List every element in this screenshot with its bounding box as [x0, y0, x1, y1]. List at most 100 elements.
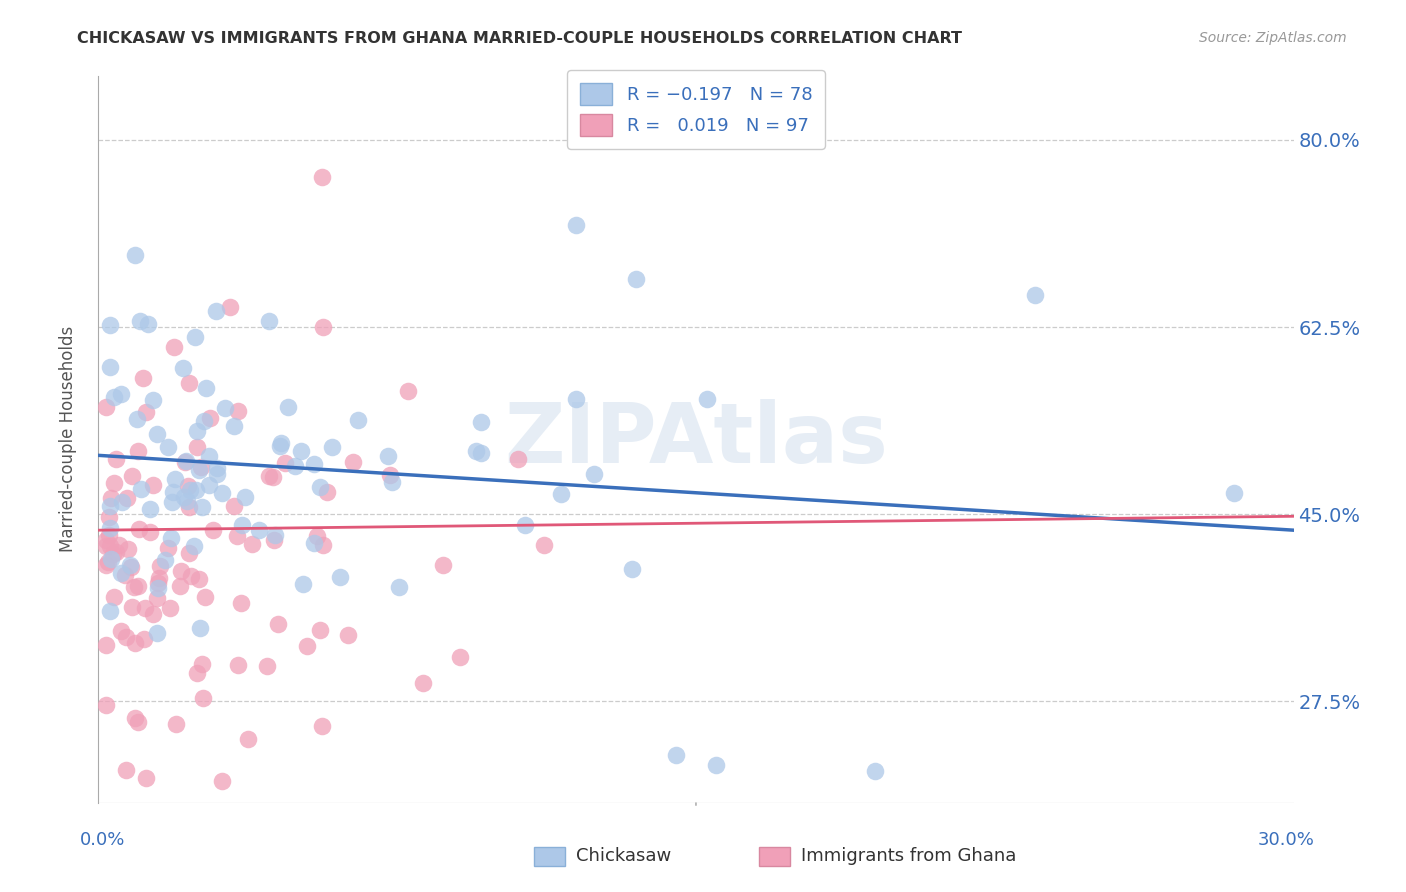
Point [98, 359, 122, 374]
Text: ZIPAtlas: ZIPAtlas [503, 399, 889, 480]
Point [177, 376, 200, 390]
Point [211, 486, 233, 500]
Point [188, 621, 211, 635]
Point [134, 632, 156, 646]
Point [378, 467, 401, 482]
Point [222, 419, 245, 434]
Point [198, 410, 221, 425]
Text: 0.0%: 0.0% [80, 831, 125, 849]
Text: Immigrants from Ghana: Immigrants from Ghana [801, 847, 1017, 865]
Point [470, 446, 492, 460]
Point [229, 596, 252, 610]
Point [127, 444, 149, 458]
Point [111, 494, 134, 508]
Point [626, 272, 648, 286]
Point [312, 538, 335, 552]
Point [302, 457, 325, 471]
Point [274, 456, 297, 470]
Point [565, 392, 588, 407]
Point [96, 558, 118, 572]
Point [226, 404, 249, 418]
Point [202, 523, 225, 537]
Point [312, 319, 335, 334]
Point [128, 522, 150, 536]
Point [139, 524, 162, 539]
Point [381, 475, 404, 490]
Text: 30.0%: 30.0% [1258, 831, 1315, 849]
Point [98, 539, 121, 553]
Point [115, 763, 138, 777]
Point [156, 440, 179, 454]
Point [127, 715, 149, 730]
Legend: R = −0.197   N = 78, R =   0.019   N = 97: R = −0.197 N = 78, R = 0.019 N = 97 [567, 70, 825, 149]
Point [388, 580, 411, 594]
Point [135, 771, 157, 785]
Point [262, 470, 284, 484]
Point [1024, 288, 1046, 302]
Point [98, 521, 122, 535]
Point [163, 472, 186, 486]
Point [464, 444, 486, 458]
Point [165, 716, 187, 731]
Point [110, 387, 132, 401]
Point [247, 524, 270, 538]
Point [696, 392, 718, 406]
Point [233, 491, 256, 505]
Point [183, 330, 205, 344]
Point [198, 478, 221, 492]
Point [176, 494, 198, 508]
Point [583, 467, 606, 481]
Point [132, 371, 155, 385]
Point [449, 649, 471, 664]
Point [550, 487, 572, 501]
Point [103, 390, 125, 404]
Point [194, 591, 217, 605]
Point [205, 467, 228, 481]
Point [316, 485, 339, 500]
Point [193, 414, 215, 428]
Point [121, 599, 143, 614]
Point [665, 747, 688, 762]
Point [127, 579, 149, 593]
Point [169, 579, 191, 593]
Point [104, 545, 127, 559]
Point [214, 401, 236, 416]
Point [432, 558, 454, 572]
Point [120, 560, 142, 574]
Point [159, 600, 181, 615]
Point [103, 476, 125, 491]
Point [96, 639, 118, 653]
Point [148, 571, 170, 585]
Point [179, 483, 201, 498]
Point [205, 461, 228, 475]
Point [269, 439, 291, 453]
Point [190, 460, 212, 475]
Point [311, 170, 333, 185]
Point [263, 527, 285, 541]
Point [139, 501, 162, 516]
Point [226, 529, 249, 543]
Point [337, 628, 360, 642]
Point [329, 570, 352, 584]
Point [198, 450, 221, 464]
Point [224, 499, 246, 513]
Point [148, 581, 170, 595]
Point [191, 500, 214, 514]
Point [110, 566, 132, 581]
Point [169, 564, 191, 578]
Point [134, 600, 156, 615]
Point [129, 313, 152, 327]
Point [257, 468, 280, 483]
Point [263, 533, 285, 547]
Point [124, 711, 146, 725]
Point [377, 450, 399, 464]
Point [188, 572, 211, 586]
Point [100, 491, 122, 505]
Point [142, 478, 165, 492]
Point [177, 500, 200, 514]
Point [173, 491, 195, 505]
Point [309, 623, 332, 637]
Point [110, 624, 132, 638]
Text: Source: ZipAtlas.com: Source: ZipAtlas.com [1199, 31, 1347, 45]
Point [160, 495, 183, 509]
